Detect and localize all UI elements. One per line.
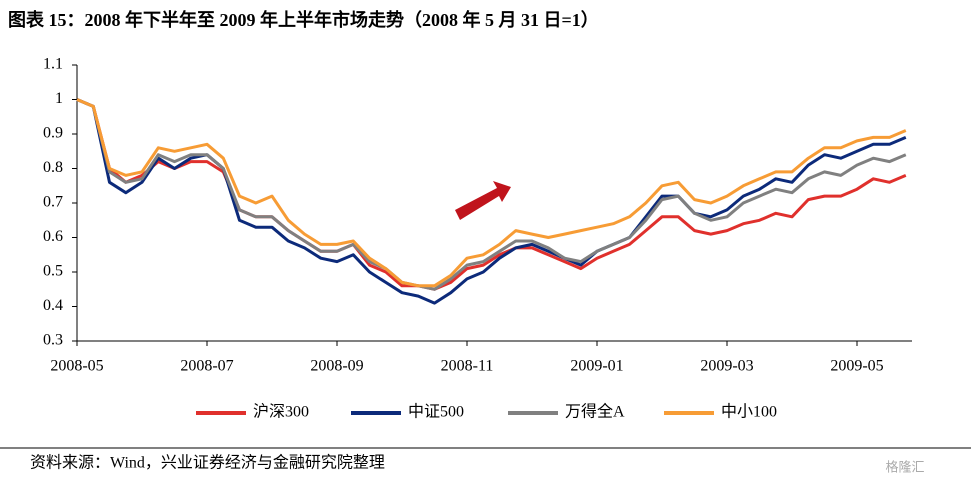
legend-label: 万得全A (565, 403, 625, 421)
x-tick-label: 2008-07 (180, 358, 233, 375)
x-tick-label: 2009-01 (570, 358, 623, 375)
x-tick-label: 2009-03 (700, 358, 753, 375)
series-line (76, 98, 907, 291)
y-tick-label: 0.8 (43, 159, 63, 176)
y-tick-label: 0.3 (43, 332, 63, 349)
x-tick-label: 2008-11 (441, 358, 494, 375)
y-tick-label: 0.5 (43, 263, 63, 280)
y-tick-label: 0.7 (43, 194, 63, 211)
y-tick-label: 1 (55, 90, 63, 107)
series-line (76, 98, 907, 305)
watermark: 格隆汇 (885, 460, 924, 476)
trend-arrow (455, 181, 511, 220)
legend-label: 沪深300 (253, 403, 309, 421)
y-tick-label: 0.4 (43, 297, 63, 314)
series-line (76, 98, 907, 288)
y-tick-label: 0.9 (43, 125, 63, 142)
series-line (76, 98, 907, 291)
legend-label: 中证500 (408, 403, 464, 421)
y-tick-label: 1.1 (43, 56, 63, 73)
x-tick-label: 2009-05 (830, 358, 883, 375)
chart-title: 图表 15：2008 年下半年至 2009 年上半年市场走势（2008 年 5 … (8, 9, 599, 30)
legend-label: 中小100 (721, 403, 777, 421)
source: 资料来源：Wind，兴业证券经济与金融研究院整理 (30, 454, 385, 472)
y-tick-label: 0.6 (43, 228, 63, 245)
x-tick-label: 2008-05 (50, 358, 103, 375)
x-tick-label: 2008-09 (310, 358, 363, 375)
